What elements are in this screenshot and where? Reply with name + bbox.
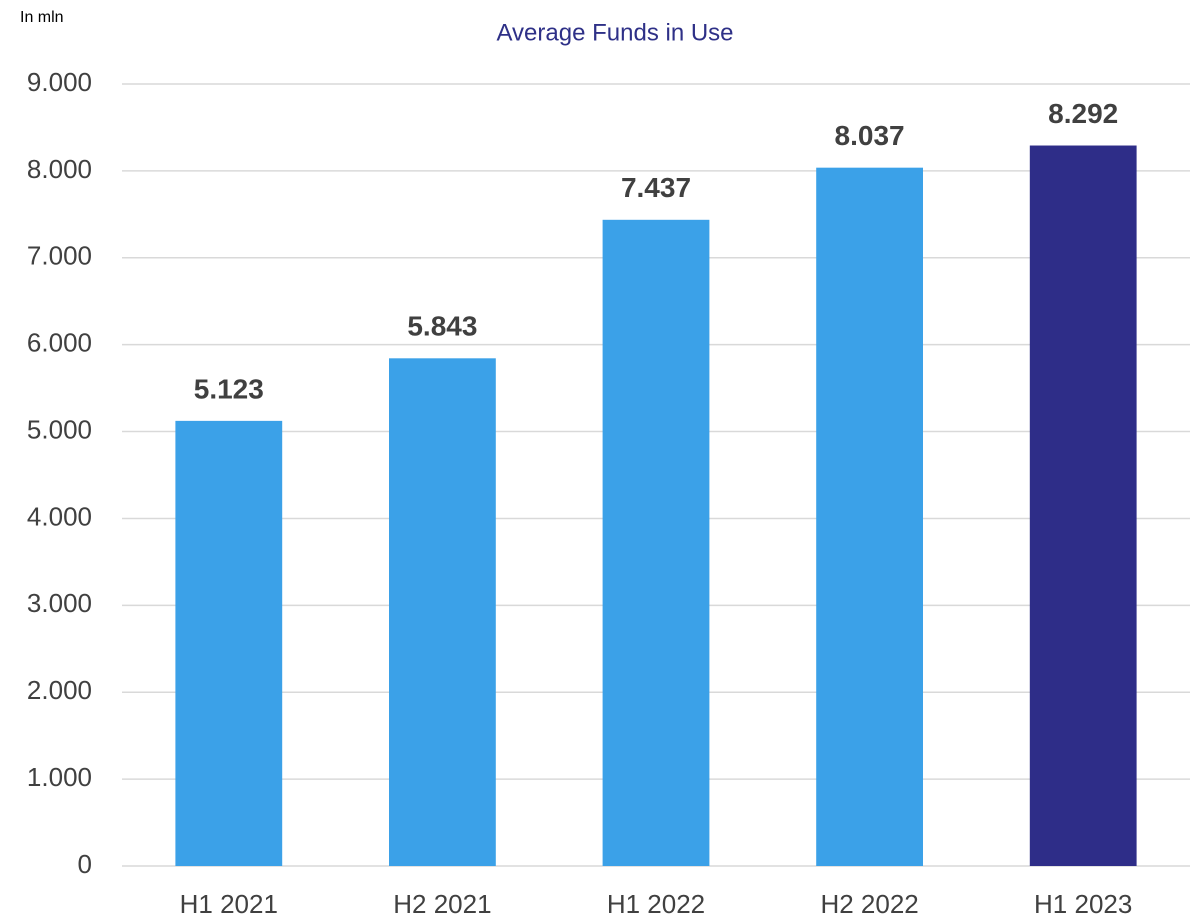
x-tick-label: H2 2021 [393, 889, 491, 918]
y-tick-label: 3.000 [27, 588, 92, 618]
data-label: 8.292 [1048, 98, 1118, 129]
x-tick-label: H2 2022 [820, 889, 918, 918]
y-tick-label: 2.000 [27, 675, 92, 705]
bar [816, 167, 923, 866]
data-label: 5.123 [194, 373, 264, 404]
y-tick-label: 8.000 [27, 154, 92, 184]
data-label: 8.037 [835, 120, 905, 151]
y-tick-label: 0 [78, 849, 92, 879]
y-tick-label: 9.000 [27, 67, 92, 97]
bar [389, 358, 496, 866]
data-label: 5.843 [407, 311, 477, 342]
y-tick-label: 7.000 [27, 241, 92, 271]
bar [602, 219, 710, 867]
bar [175, 420, 283, 866]
y-tick-label: 1.000 [27, 762, 92, 792]
x-tick-label: H1 2021 [180, 889, 278, 918]
chart-title: Average Funds in Use [496, 19, 733, 46]
y-tick-label: 5.000 [27, 414, 92, 444]
y-tick-label: 4.000 [27, 501, 92, 531]
bar [1029, 145, 1137, 866]
unit-label: In mln [20, 9, 64, 26]
y-tick-label: 6.000 [27, 328, 92, 358]
data-label: 7.437 [621, 172, 691, 203]
x-tick-label: H1 2023 [1034, 889, 1132, 918]
x-tick-label: H1 2022 [607, 889, 705, 918]
